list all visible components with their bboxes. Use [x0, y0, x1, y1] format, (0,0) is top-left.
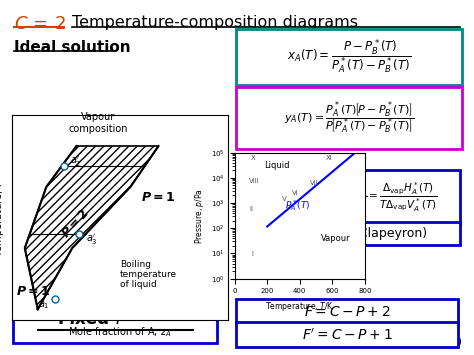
- Text: II: II: [249, 206, 253, 212]
- Text: Vapour: Vapour: [321, 234, 351, 244]
- Text: V: V: [282, 196, 287, 202]
- Text: I: I: [251, 251, 253, 257]
- Text: $a_1$: $a_1$: [38, 299, 49, 311]
- Text: XI: XI: [326, 155, 333, 161]
- Text: $F = C - P + 2$: $F = C - P + 2$: [304, 305, 390, 319]
- Text: $a_2'$: $a_2'$: [70, 155, 82, 169]
- Text: $\dfrac{\mathrm{d}P_A^*}{\mathrm{d}T}=\dfrac{\Delta_{\mathrm{vap}}H_A^*(T)}{T\De: $\dfrac{\mathrm{d}P_A^*}{\mathrm{d}T}=\d…: [345, 181, 438, 213]
- FancyBboxPatch shape: [323, 222, 460, 245]
- Text: $P_A^*(T)$: $P_A^*(T)$: [285, 198, 311, 213]
- Text: $P$: $P$: [115, 310, 127, 328]
- Text: X: X: [251, 155, 255, 161]
- Text: VII: VII: [310, 180, 319, 186]
- FancyBboxPatch shape: [236, 322, 458, 347]
- FancyBboxPatch shape: [236, 299, 458, 325]
- Text: Boiling
temperature
of liquid: Boiling temperature of liquid: [119, 260, 177, 289]
- Y-axis label: Pressure, $p$/Pa: Pressure, $p$/Pa: [192, 188, 206, 244]
- FancyBboxPatch shape: [236, 87, 462, 149]
- Text: Liquid: Liquid: [264, 161, 290, 170]
- X-axis label: Temperature, $T$/K: Temperature, $T$/K: [265, 300, 334, 313]
- Text: Fixed: Fixed: [58, 310, 115, 328]
- Text: $\bfit{P}$$\bf{ = 2}$: $\bfit{P}$$\bf{ = 2}$: [59, 207, 92, 241]
- Text: VIII: VIII: [249, 179, 260, 185]
- Text: $F' = C - P + 1$: $F' = C - P + 1$: [301, 327, 392, 343]
- Text: 20: 20: [446, 336, 462, 349]
- Text: $x_A(T)=\dfrac{P-P_B^*(T)}{P_A^*(T)-P_B^*(T)}$: $x_A(T)=\dfrac{P-P_B^*(T)}{P_A^*(T)-P_B^…: [287, 38, 411, 76]
- FancyBboxPatch shape: [323, 170, 460, 224]
- Y-axis label: Temperature, $T$: Temperature, $T$: [0, 178, 6, 257]
- Text: $\bfit{P}$$\bf{ = 1}$: $\bfit{P}$$\bf{ = 1}$: [141, 191, 176, 204]
- Text: $\mathit{C}$$\,=\,2$: $\mathit{C}$$\,=\,2$: [14, 15, 66, 33]
- Text: $y_A(T)=\dfrac{P_A^*(T)\!\left[P-P_B^*(T)\right]}{P\!\left[P_A^*(T)-P_B^*(T)\rig: $y_A(T)=\dfrac{P_A^*(T)\!\left[P-P_B^*(T…: [284, 100, 414, 136]
- Text: Vapour
composition: Vapour composition: [68, 112, 128, 134]
- Text: VI: VI: [292, 191, 299, 196]
- Text: Ideal solution: Ideal solution: [14, 40, 131, 55]
- FancyBboxPatch shape: [13, 301, 217, 343]
- Text: Temperature-composition diagrams: Temperature-composition diagrams: [72, 15, 358, 30]
- X-axis label: Mole fraction of A, $z_A$: Mole fraction of A, $z_A$: [68, 325, 172, 339]
- Text: $\bfit{P}$$\bf{ = 1}$: $\bfit{P}$$\bf{ = 1}$: [16, 285, 51, 298]
- Polygon shape: [25, 146, 158, 309]
- FancyBboxPatch shape: [236, 29, 462, 85]
- Text: $a_3'$: $a_3'$: [86, 232, 98, 247]
- Text: (Clapeyron): (Clapeyron): [355, 228, 428, 240]
